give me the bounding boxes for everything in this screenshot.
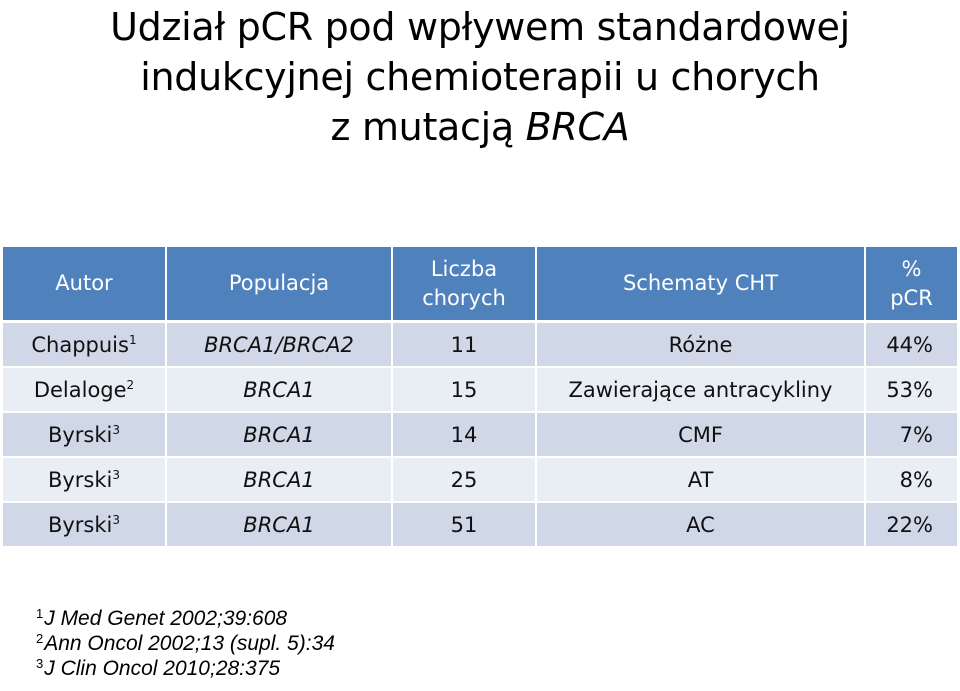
cell-autor: Delaloge2: [3, 366, 167, 412]
autor-name: Delaloge: [33, 377, 127, 402]
title-line-2: indukcyjnej chemioterapii u chorych: [140, 55, 820, 99]
cell-populacja: BRCA1: [166, 501, 393, 546]
cell-autor: Chappuis1: [3, 320, 167, 367]
cell-pcr: 8%: [865, 456, 957, 502]
cell-liczba: 25: [392, 456, 537, 502]
table-row: Delaloge2 BRCA1 15 Zawierające antracykl…: [3, 366, 957, 412]
reference-text: J Med Genet 2002;39:608: [44, 607, 288, 630]
cell-pcr: 53%: [865, 366, 957, 412]
cell-schemat: AC: [536, 501, 866, 546]
table-row: Byrski3 BRCA1 14 CMF 7%: [3, 411, 957, 457]
cell-populacja: BRCA1/BRCA2: [166, 320, 393, 367]
header-liczba-line1: Liczba: [430, 256, 498, 281]
cell-liczba: 51: [392, 501, 537, 546]
cell-liczba: 11: [392, 320, 537, 367]
cell-liczba: 15: [392, 366, 537, 412]
title-line-1: Udział pCR pod wpływem standardowej: [110, 5, 850, 49]
references-list: 1J Med Genet 2002;39:608 2Ann Oncol 2002…: [36, 606, 335, 681]
header-schematy: Schematy CHT: [536, 247, 866, 322]
title-line-3-prefix: z mutacją: [330, 105, 526, 149]
title-line-3: z mutacją BRCA: [0, 102, 960, 152]
cell-schemat: AT: [536, 456, 866, 502]
reference-item: 1J Med Genet 2002;39:608: [36, 606, 335, 631]
cell-populacja: BRCA1: [166, 456, 393, 502]
reference-number: 1: [36, 606, 44, 621]
cell-populacja: BRCA1: [166, 411, 393, 457]
slide-title: Udział pCR pod wpływem standardowej indu…: [0, 2, 960, 152]
cell-populacja: BRCA1: [166, 366, 393, 412]
autor-name: Chappuis: [31, 332, 129, 357]
autor-name: Byrski: [47, 512, 113, 537]
cell-schemat: CMF: [536, 411, 866, 457]
header-populacja: Populacja: [166, 247, 393, 322]
pcr-table: Autor Populacja Liczba chorych Schematy …: [3, 247, 957, 546]
header-pcr-line1: %: [901, 256, 922, 281]
cell-autor: Byrski3: [3, 501, 167, 546]
ref-superscript: 3: [112, 512, 121, 527]
table-row: Byrski3 BRCA1 51 AC 22%: [3, 501, 957, 546]
ref-superscript: 2: [126, 377, 135, 392]
table-row: Chappuis1 BRCA1/BRCA2 11 Różne 44%: [3, 320, 957, 367]
cell-liczba: 14: [392, 411, 537, 457]
reference-text: Ann Oncol 2002;13 (supl. 5):34: [44, 632, 335, 655]
autor-name: Byrski: [47, 422, 113, 447]
ref-superscript: 1: [128, 332, 137, 347]
table-header-row: Autor Populacja Liczba chorych Schematy …: [3, 247, 957, 322]
header-liczba: Liczba chorych: [392, 247, 537, 322]
title-line-3-italic: BRCA: [525, 105, 630, 149]
header-pcr-line2: pCR: [890, 285, 933, 310]
cell-pcr: 7%: [865, 411, 957, 457]
header-autor: Autor: [3, 247, 167, 322]
table-row: Byrski3 BRCA1 25 AT 8%: [3, 456, 957, 502]
reference-item: 3J Clin Oncol 2010;28:375: [36, 656, 335, 681]
cell-autor: Byrski3: [3, 456, 167, 502]
ref-superscript: 3: [112, 422, 121, 437]
cell-pcr: 22%: [865, 501, 957, 546]
header-liczba-line2: chorych: [422, 285, 506, 310]
reference-item: 2Ann Oncol 2002;13 (supl. 5):34: [36, 631, 335, 656]
reference-number: 3: [36, 656, 44, 671]
autor-name: Byrski: [47, 467, 113, 492]
reference-text: J Clin Oncol 2010;28:375: [44, 657, 281, 680]
cell-autor: Byrski3: [3, 411, 167, 457]
cell-schemat: Zawierające antracykliny: [536, 366, 866, 412]
ref-superscript: 3: [112, 467, 121, 482]
cell-schemat: Różne: [536, 320, 866, 367]
header-pcr: % pCR: [865, 247, 957, 322]
cell-pcr: 44%: [865, 320, 957, 367]
reference-number: 2: [36, 631, 44, 646]
